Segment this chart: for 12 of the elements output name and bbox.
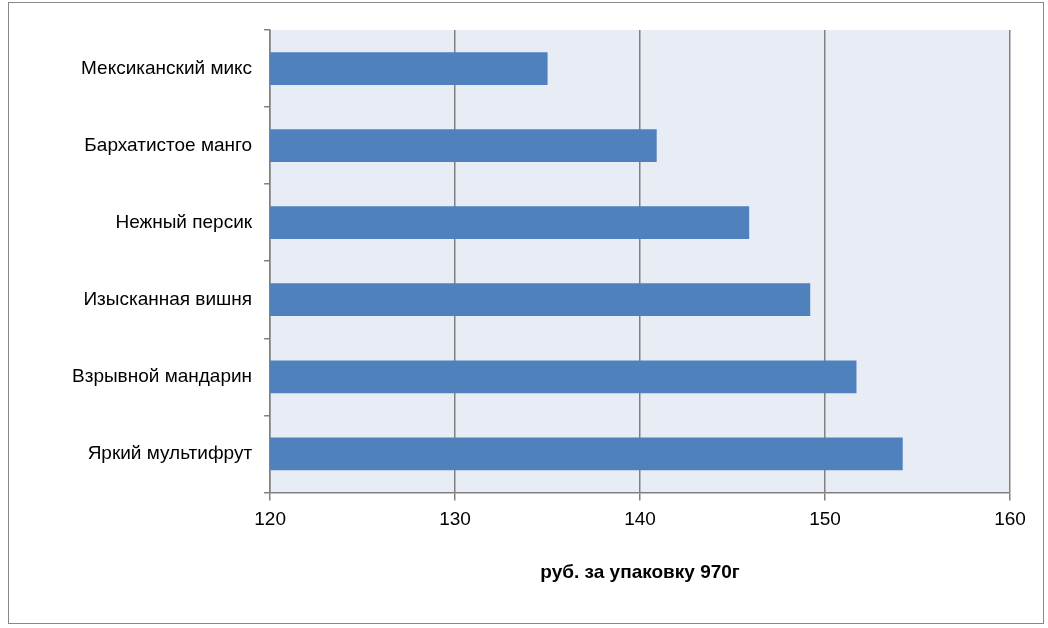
y-tick-label: Нежный персик [115,210,253,232]
y-tick-label: Взрывной мандарин [71,365,253,387]
x-tick-label: 130 [439,508,471,530]
x-tick-label: 140 [624,508,656,530]
x-tick-label: 150 [809,508,841,530]
x-tick-label: 120 [254,508,286,530]
y-tick-label: Яркий мультифрут [87,442,253,464]
x-axis-title: руб. за упаковку 970г [540,560,740,582]
x-tick-label: 160 [994,508,1026,530]
y-tick-label: Бархатистое манго [84,133,253,155]
y-tick-label: Мексиканский микс [81,56,253,78]
y-tick-label: Изысканная вишня [83,287,253,309]
